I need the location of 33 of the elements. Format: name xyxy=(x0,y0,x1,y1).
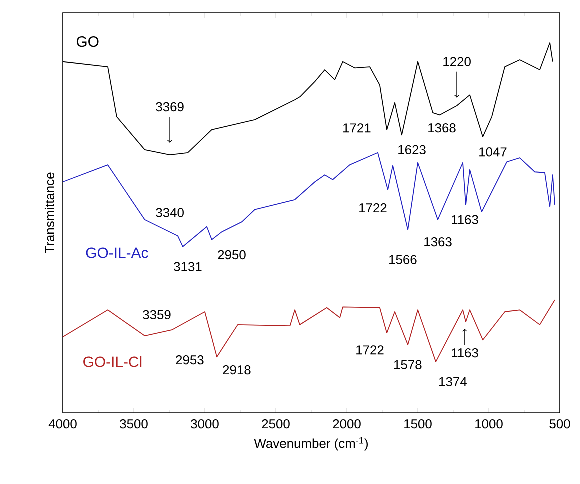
x-tick-label: 1000 xyxy=(476,420,503,429)
x-axis-title: Wavenumber (cm$^{-1}$) xyxy=(254,438,368,451)
annotation: 1363 xyxy=(424,237,452,247)
annotation: 1566 xyxy=(390,255,417,264)
annotation: 1163 xyxy=(452,348,478,358)
annotation: 1163 xyxy=(452,215,478,224)
annotation: 1623 xyxy=(398,145,426,155)
x-tick-label: 2500 xyxy=(262,420,290,429)
annotation: 1722 xyxy=(360,203,387,213)
annotation: 1722 xyxy=(356,346,384,355)
x-tick-label: 3500 xyxy=(120,420,148,429)
x-tick-label: 1500 xyxy=(404,420,432,429)
annotation: 3131 xyxy=(174,262,202,272)
series-label: GO xyxy=(76,36,99,48)
annotation: 2950 xyxy=(218,250,246,260)
annotation: 1220 xyxy=(444,57,471,66)
x-tick-label: 4000 xyxy=(48,420,77,429)
annotation: 3359 xyxy=(143,310,171,320)
annotation: 1578 xyxy=(394,360,422,370)
annotation: 1047 xyxy=(480,148,507,157)
x-tick-label: 2000 xyxy=(333,420,361,429)
x-tick-label: 500 xyxy=(550,420,570,429)
annotation: 3340 xyxy=(156,208,184,218)
annotation: 3369 xyxy=(156,102,184,112)
series-label: GO-IL-Ac xyxy=(86,248,148,258)
series-label: GO-IL-Cl xyxy=(84,356,142,368)
annotation: 2953 xyxy=(176,356,204,365)
x-tick-label: 3000 xyxy=(191,420,219,429)
annotation: 1721 xyxy=(344,124,371,133)
annotation: 2918 xyxy=(223,365,251,375)
y-axis-title: Transmittance xyxy=(44,172,54,254)
annotation: 1368 xyxy=(428,124,456,133)
annotation: 1374 xyxy=(440,377,467,387)
